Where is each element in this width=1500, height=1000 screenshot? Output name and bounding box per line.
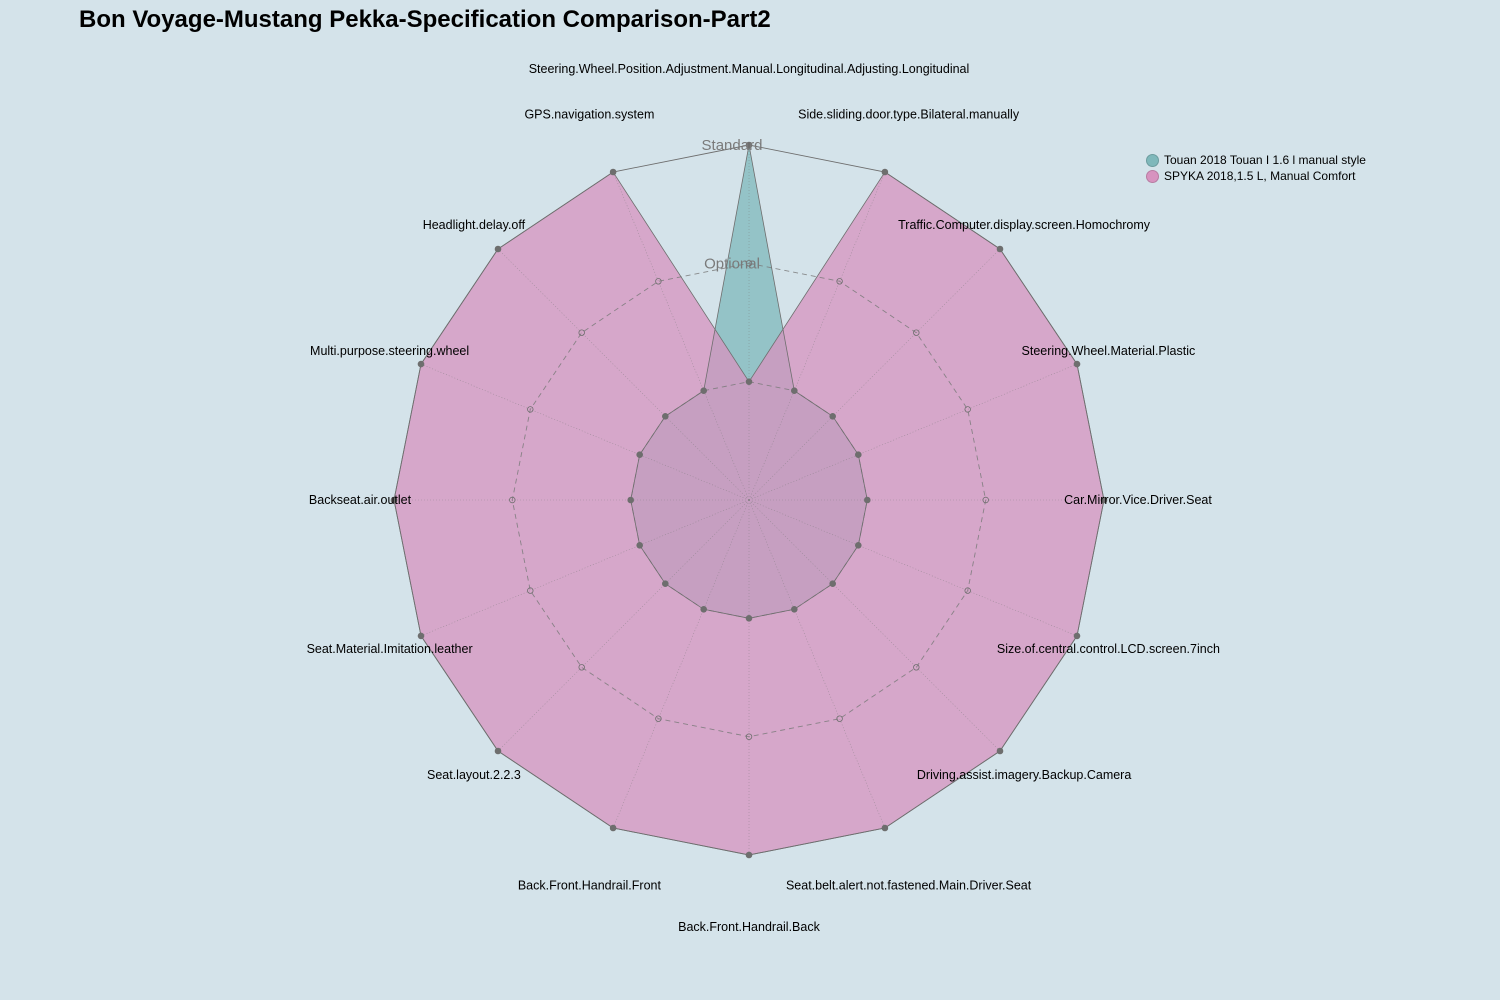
series-point-touan-2018-touan-i-1-6-l-manual-style [745, 615, 753, 622]
series-point-touan-2018-touan-i-1-6-l-manual-style [864, 496, 871, 504]
axis-label-8: Seat.belt.alert.not.fastened.Main.Driver… [786, 878, 1032, 892]
ring-marker [745, 260, 753, 267]
ring-marker [578, 329, 585, 336]
axis-label-7: Driving.assist.imagery.Backup.Camera [917, 768, 1131, 782]
axis-label-5: Car.Mirror.Vice.Driver.Seat [1064, 493, 1212, 507]
ring-marker [655, 278, 662, 285]
radar-spoke [497, 499, 750, 752]
legend-label-spyka: SPYKA 2018,1.5 L, Manual Comfort [1164, 169, 1356, 183]
series-point-touan-2018-touan-i-1-6-l-manual-style [829, 580, 836, 587]
axis-label-12: Seat.Material.Imitation.leather [307, 642, 473, 656]
ring-marker [745, 733, 753, 740]
series-point-touan-2018-touan-i-1-6-l-manual-style [700, 387, 707, 395]
radar-spoke [748, 363, 1078, 501]
series-point-touan-2018-touan-i-1-6-l-manual-style [662, 580, 669, 587]
series-point-spyka-2018-1-5-l-manual-comfort [1100, 496, 1108, 504]
radar-spoke [497, 248, 750, 501]
legend: Touan 2018 Touan I 1.6 l manual style SP… [1146, 152, 1366, 184]
series-point-touan-2018-touan-i-1-6-l-manual-style [791, 606, 798, 613]
series-point-spyka-2018-1-5-l-manual-comfort [609, 824, 617, 832]
level-label-optional: Optional [704, 255, 760, 272]
series-point-touan-2018-touan-i-1-6-l-manual-style [829, 413, 836, 420]
series-point-touan-2018-touan-i-1-6-l-manual-style [700, 606, 707, 613]
series-point-spyka-2018-1-5-l-manual-comfort [494, 747, 502, 755]
ring-marker [836, 278, 843, 285]
series-point-touan-2018-touan-i-1-6-l-manual-style [855, 451, 862, 459]
ring-marker [913, 664, 920, 671]
axis-label-3: Traffic.Computer.display.screen.Homochro… [898, 218, 1151, 232]
radar-spoke [612, 499, 750, 829]
series-point-spyka-2018-1-5-l-manual-comfort [417, 632, 425, 640]
axis-label-2: Side.sliding.door.type.Bilateral.manuall… [798, 108, 1020, 122]
radar-spoke [748, 499, 1078, 637]
series-point-spyka-2018-1-5-l-manual-comfort [494, 245, 502, 253]
legend-swatch-spyka [1146, 169, 1159, 183]
axis-label-16: GPS.navigation.system [524, 108, 654, 122]
series-point-spyka-2018-1-5-l-manual-comfort [745, 851, 753, 859]
level-label-standard: Standard [702, 137, 763, 154]
legend-item-touan: Touan 2018 Touan I 1.6 l manual style [1146, 152, 1366, 168]
radar-ring-1 [511, 262, 987, 738]
legend-swatch-touan [1146, 153, 1159, 167]
ring-marker [964, 406, 971, 413]
series-point-spyka-2018-1-5-l-manual-comfort [881, 824, 889, 832]
radar-spoke [420, 499, 750, 637]
ring-marker [527, 406, 534, 413]
series-point-spyka-2018-1-5-l-manual-comfort [1073, 360, 1081, 368]
series-area-spyka-2018-1-5-l-manual-comfort [394, 172, 1104, 855]
radar-spoke [748, 499, 1001, 752]
series-point-touan-2018-touan-i-1-6-l-manual-style [855, 542, 862, 549]
axis-label-1: Steering.Wheel.Position.Adjustment.Manua… [529, 62, 970, 76]
ring-marker [982, 496, 989, 504]
axis-label-11: Seat.layout.2.2.3 [427, 768, 521, 782]
ring-marker [527, 587, 534, 594]
series-point-spyka-2018-1-5-l-manual-comfort [996, 245, 1004, 253]
series-point-spyka-2018-1-5-l-manual-comfort [745, 378, 753, 386]
series-point-spyka-2018-1-5-l-manual-comfort [390, 496, 398, 504]
series-point-touan-2018-touan-i-1-6-l-manual-style [662, 413, 669, 420]
legend-item-spyka: SPYKA 2018,1.5 L, Manual Comfort [1146, 168, 1366, 184]
series-outlines [390, 141, 1108, 859]
axis-labels: Steering.Wheel.Position.Adjustment.Manua… [307, 62, 1220, 934]
series-point-touan-2018-touan-i-1-6-l-manual-style [636, 451, 643, 459]
level-labels: Optional Standard [702, 137, 763, 272]
radar-spoke [748, 171, 886, 501]
axis-label-4: Steering.Wheel.Material.Plastic [1022, 344, 1196, 358]
series-point-spyka-2018-1-5-l-manual-comfort [1073, 632, 1081, 640]
radar-spoke [748, 499, 886, 829]
series-point-spyka-2018-1-5-l-manual-comfort [881, 168, 889, 176]
axis-label-6: Size.of.central.control.LCD.screen.7inch [997, 642, 1220, 656]
axis-label-9: Back.Front.Handrail.Back [678, 920, 820, 934]
radar-spoke [420, 363, 750, 501]
radar-spoke [748, 248, 1001, 501]
chart-title: Bon Voyage-Mustang Pekka-Specification C… [79, 6, 771, 33]
series-point-touan-2018-touan-i-1-6-l-manual-style [627, 496, 634, 504]
axis-label-15: Headlight.delay.off [423, 218, 526, 232]
series-point-spyka-2018-1-5-l-manual-comfort [996, 747, 1004, 755]
radar-spoke [612, 171, 750, 501]
series-point-spyka-2018-1-5-l-manual-comfort [609, 168, 617, 176]
axis-label-10: Back.Front.Handrail.Front [518, 878, 662, 892]
series-point-touan-2018-touan-i-1-6-l-manual-style [745, 141, 753, 149]
ring-marker [913, 329, 920, 336]
ring-marker [578, 664, 585, 671]
series-point-spyka-2018-1-5-l-manual-comfort [417, 360, 425, 368]
series-point-touan-2018-touan-i-1-6-l-manual-style [636, 542, 643, 549]
axis-label-14: Multi.purpose.steering.wheel [310, 344, 469, 358]
ring-marker [655, 715, 662, 722]
ring-marker [836, 715, 843, 722]
ring-marker [964, 587, 971, 594]
ring-marker [509, 496, 516, 504]
legend-label-touan: Touan 2018 Touan I 1.6 l manual style [1164, 153, 1366, 167]
series-point-touan-2018-touan-i-1-6-l-manual-style [791, 387, 798, 395]
axis-label-13: Backseat.air.outlet [309, 493, 412, 507]
